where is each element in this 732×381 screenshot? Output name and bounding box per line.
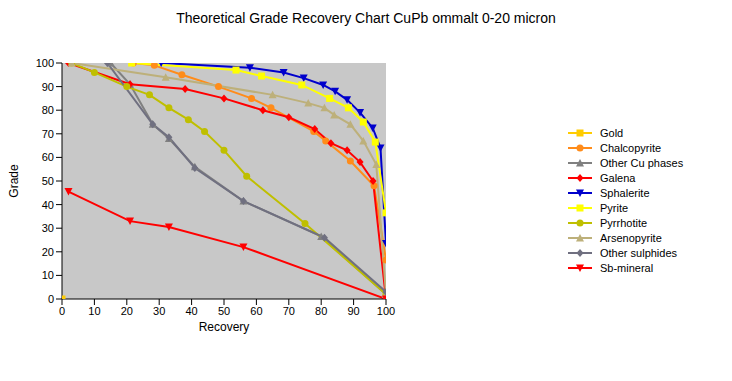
svg-text:10: 10 — [42, 269, 54, 281]
svg-text:70: 70 — [42, 128, 54, 140]
html-text:Theoretical Grade Recovery Cha: Theoretical Grade Recovery Chart CuPb om… — [176, 10, 556, 26]
html-text:Other Cu phases: Other Cu phases — [600, 156, 684, 169]
svg-text:10: 10 — [88, 305, 100, 317]
html-text:Pyrrhotite: Pyrrhotite — [600, 216, 648, 229]
svg-text:80: 80 — [315, 305, 327, 317]
html-text:Sphalerite: Sphalerite — [600, 186, 650, 199]
html-text:Arsenopyrite: Arsenopyrite — [600, 231, 662, 244]
html-text:Sb-mineral: Sb-mineral — [600, 261, 654, 274]
svg-text:100: 100 — [36, 57, 54, 69]
svg-text:60: 60 — [42, 151, 54, 163]
svg-text:30: 30 — [153, 305, 165, 317]
html-text:Gold: Gold — [600, 126, 624, 139]
svg-text:80: 80 — [42, 104, 54, 116]
svg-text:40: 40 — [42, 199, 54, 211]
svg-text:40: 40 — [185, 305, 197, 317]
html-text:Galena: Galena — [600, 171, 636, 184]
svg-text:Grade: Grade — [8, 164, 21, 198]
svg-text:90: 90 — [42, 81, 54, 93]
svg-text:100: 100 — [377, 305, 395, 317]
svg-text:Recovery: Recovery — [199, 320, 250, 334]
svg-text:70: 70 — [283, 305, 295, 317]
svg-text:50: 50 — [218, 305, 230, 317]
svg-text:20: 20 — [121, 305, 133, 317]
svg-text:90: 90 — [347, 305, 359, 317]
svg-text:0: 0 — [48, 293, 54, 305]
svg-text:60: 60 — [250, 305, 262, 317]
html-text:Pyrite: Pyrite — [600, 201, 629, 214]
svg-text:0: 0 — [59, 305, 65, 317]
svg-text:30: 30 — [42, 222, 54, 234]
svg-text:20: 20 — [42, 246, 54, 258]
svg-text:50: 50 — [42, 175, 54, 187]
html-text:Chalcopyrite: Chalcopyrite — [600, 141, 662, 154]
html-text:Other sulphides: Other sulphides — [600, 246, 677, 259]
